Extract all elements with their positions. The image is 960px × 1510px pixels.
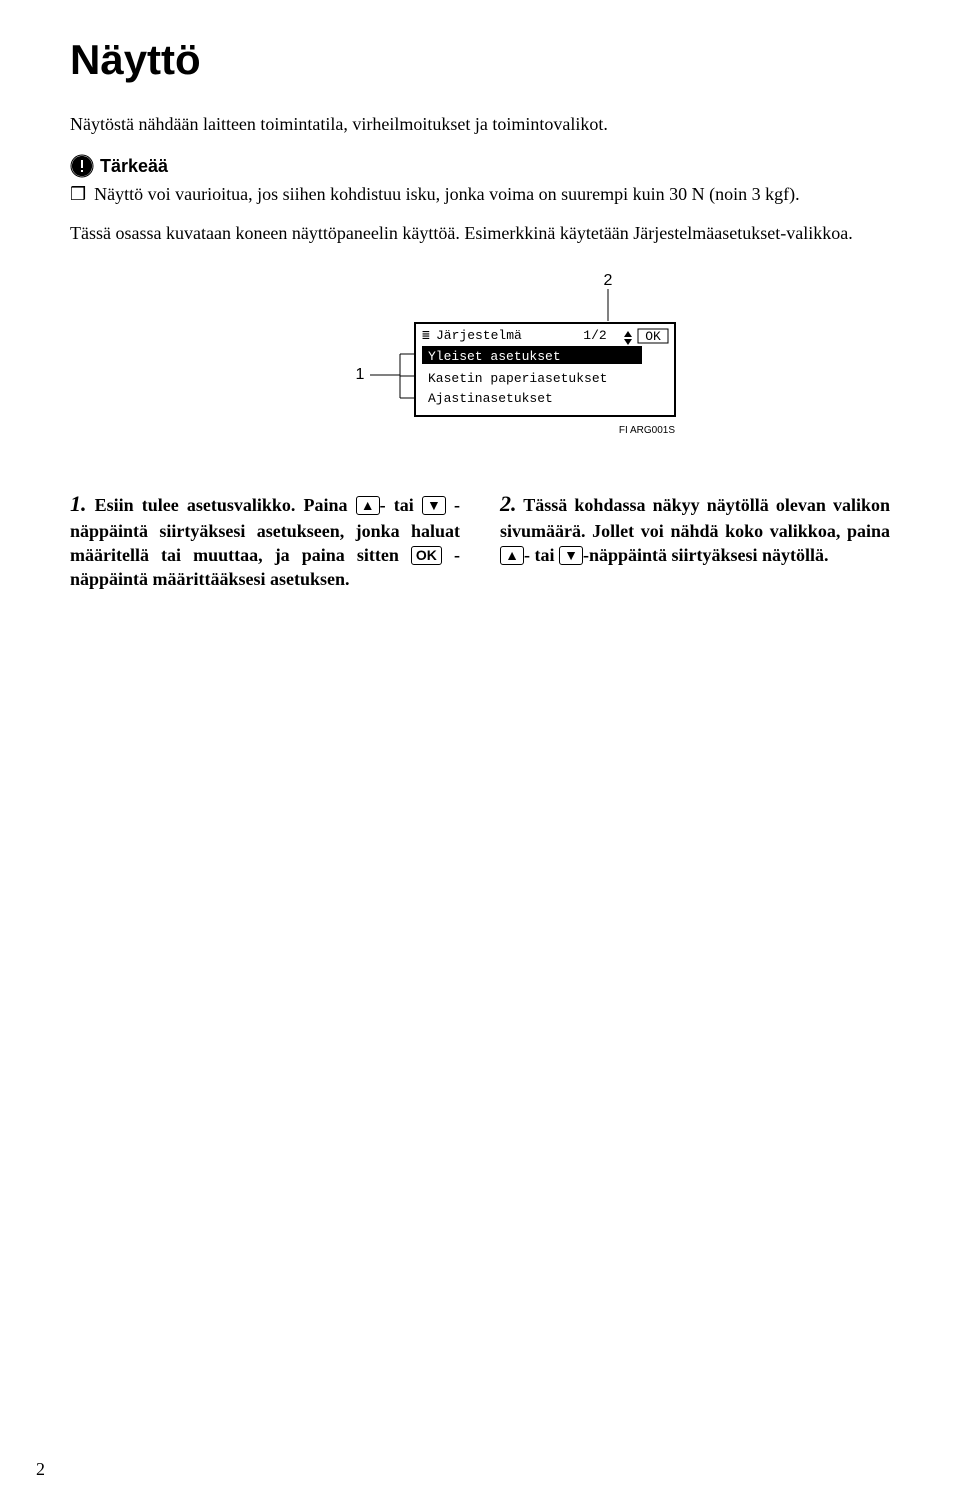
step-number: 2. — [500, 491, 517, 516]
important-block: Tärkeää ❒ Näyttö voi vaurioitua, jos sii… — [70, 154, 890, 206]
down-key-icon: ▼ — [422, 496, 446, 515]
important-label: Tärkeää — [100, 156, 168, 177]
callout-1: 1 — [356, 366, 365, 383]
text-run: Tässä kohdassa näkyy näytöllä olevan val… — [500, 495, 890, 541]
text-run: -näppäintä siirtyäksesi näytöllä. — [583, 545, 829, 565]
step-number: 1. — [70, 491, 87, 516]
panel-line-2: Ajastinasetukset — [428, 391, 553, 406]
text-run: Esiin tulee asetusvalikko. Paina — [87, 495, 356, 515]
text-run: - tai — [524, 545, 559, 565]
page-title: Näyttö — [70, 36, 890, 84]
panel-line-1: Kasetin paperiasetukset — [428, 371, 607, 386]
panel-title-icon: ≣ — [422, 328, 430, 343]
column-1: 1. Esiin tulee asetusvalikko. Paina ▲- t… — [70, 489, 460, 592]
col2-paragraph: 2. Tässä kohdassa näkyy näytöllä olevan … — [500, 489, 890, 567]
panel-title: Järjestelmä — [436, 328, 522, 343]
page-number: 2 — [36, 1459, 45, 1480]
important-list-item: ❒ Näyttö voi vaurioitua, jos siihen kohd… — [70, 182, 890, 206]
important-icon — [70, 154, 94, 178]
figure: 2 ≣ Järjestelmä 1/2 OK Yleiset asetukset… — [70, 271, 890, 461]
ok-label: OK — [645, 329, 661, 344]
figure-code: FI ARG001S — [619, 425, 675, 436]
up-key-icon: ▲ — [500, 546, 524, 565]
callout-2: 2 — [604, 272, 613, 289]
bullet-icon: ❒ — [70, 182, 86, 206]
after-important-paragraph: Tässä osassa kuvataan koneen näyttöpanee… — [70, 221, 890, 245]
text-run: - tai — [380, 495, 422, 515]
important-item-text: Näyttö voi vaurioitua, jos siihen kohdis… — [94, 182, 799, 206]
panel-line-0: Yleiset asetukset — [428, 349, 561, 364]
column-2: 2. Tässä kohdassa näkyy näytöllä olevan … — [500, 489, 890, 592]
intro-paragraph: Näytöstä nähdään laitteen toimintatila, … — [70, 112, 890, 136]
panel-page-indicator: 1/2 — [583, 328, 606, 343]
up-key-icon: ▲ — [356, 496, 380, 515]
col1-paragraph: 1. Esiin tulee asetusvalikko. Paina ▲- t… — [70, 489, 460, 592]
ok-key-icon: OK — [411, 546, 442, 565]
down-key-icon: ▼ — [559, 546, 583, 565]
